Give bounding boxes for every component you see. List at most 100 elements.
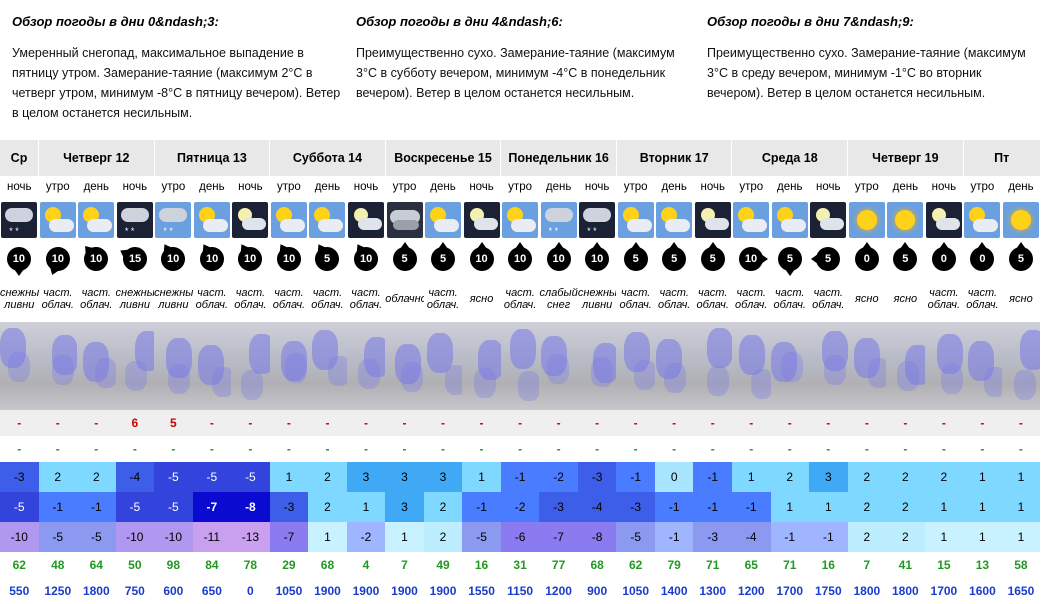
freezing-level-value: 1200 [545,584,572,598]
period-label: день [192,176,232,198]
temp-min: 2 [886,492,925,522]
temp-min: -3 [616,492,655,522]
precipitation-map [346,322,386,410]
day-header: Пятница 13 [154,140,271,176]
temp-min: 3 [385,492,424,522]
freezing-level-value: 1050 [275,584,303,598]
temp-max: 3 [423,462,463,492]
forecast-table: Ср Четверг 12 Пятница 13 Суббота 14 Воскресе… [0,140,1041,604]
wind-speed: 10 [282,253,296,265]
precipitation-map [192,322,232,410]
forecast-map [654,322,694,410]
wind-arrow-icon: 10 [469,242,494,271]
moon-cloud-icon [694,202,731,238]
humidity-value: 4 [362,558,370,572]
temp-max: 0 [654,462,694,492]
weather-description: част. облач. [657,287,691,311]
wind-cell: 5 [771,242,810,276]
rain-amount: - [423,436,463,462]
freezing-level-value: 1900 [314,584,341,598]
sun-cloud-icon [502,202,539,238]
wind-cell: 10 [501,242,540,276]
wind-speed: 10 [51,253,64,265]
wind-cell: 10 [154,242,193,276]
forecast-map [115,322,155,410]
forecast-map [308,322,347,410]
humidity-value: 41 [898,558,913,572]
wind-cell: 10 [231,242,270,276]
day-header: Ср [0,140,40,176]
weather-description: част. облач. [272,287,306,311]
period-label: ночь [809,176,848,198]
temp-min: 1 [770,492,810,522]
moon-cloud-icon [925,202,962,238]
rain-amount: - [886,436,925,462]
rain-amount: - [269,436,309,462]
freezing-level-value: 1200 [737,584,765,598]
sun-icon [887,202,924,238]
weather-icon-cell: * * [578,198,617,242]
wind-cell: 5 [693,242,732,276]
temp-feels: -5 [38,522,78,552]
temp-min: -3 [269,492,309,522]
forecast-map [77,322,116,410]
snow-amount: - [886,410,925,436]
sun-icon [1002,202,1039,238]
weather-icon-cell [347,198,386,242]
wind-cell: 10 [539,242,578,276]
weather-icon-cell [231,198,270,242]
wind-arrow-icon: 10 [739,247,769,271]
forecast-map [269,322,309,410]
humidity-value: 78 [243,558,258,572]
humidity-value: 13 [975,558,990,572]
snow-amount: - [924,410,964,436]
snow-amount: 5 [154,410,193,436]
wind-arrow-icon: 10 [7,247,32,276]
freezing-level-value: 1900 [391,584,418,598]
snow-amount: - [654,410,694,436]
period-label: утро [847,176,887,198]
wind-speed: 5 [709,253,716,265]
rain-amount: - [539,436,578,462]
temp-feels: -8 [577,522,617,552]
forecast-map [154,322,193,410]
temp-min: -3 [539,492,578,522]
humidity-value: 16 [474,558,489,572]
weather-summary: Обзор погоды в дни 0&ndash;3: Умеренный … [0,0,1046,140]
forecast-map [1001,322,1041,410]
summary-title: Обзор погоды в дни 4&ndash;6: [356,14,563,29]
weather-icon-cell: * * [0,198,39,242]
freezing-level-value: 1900 [429,584,457,598]
wind-cell: 5 [385,242,424,276]
rain-amount: - [654,436,694,462]
summary-text: Умеренный снегопад, максимальное выпаден… [12,46,341,120]
weather-description: част. облач. [696,287,729,311]
wind-speed: 5 [671,253,678,265]
snow-amount: - [231,410,270,436]
freezing-level-value: 1800 [82,584,110,598]
temp-feels: 1 [1001,522,1041,552]
temp-max: 1 [731,462,771,492]
forecast-map [0,322,39,410]
wind-arrow-icon: 10 [585,242,610,271]
period-label: ночь [231,176,270,198]
wind-speed: 5 [439,253,447,265]
wind-arrow-icon: 10 [272,242,306,276]
day-header: Среда 18 [731,140,849,176]
freezing-level-value: 1700 [776,584,804,598]
wind-arrow-icon: 5 [662,242,687,271]
snow-amount: - [385,410,424,436]
forecast-map [423,322,463,410]
temp-max: 2 [886,462,925,492]
wind-arrow-icon: 5 [431,242,456,271]
precipitation-map [924,322,964,410]
temp-min: -2 [500,492,540,522]
moon-cloud-icon [347,202,384,238]
wind-speed: 10 [513,253,527,265]
rain-row: --------------------------- [0,436,1041,462]
wind-cell: 5 [424,242,463,276]
weather-icon-cell [39,198,78,242]
snow-amount: - [539,410,578,436]
wind-cell: 10 [347,242,386,276]
temp-max: -4 [115,462,155,492]
